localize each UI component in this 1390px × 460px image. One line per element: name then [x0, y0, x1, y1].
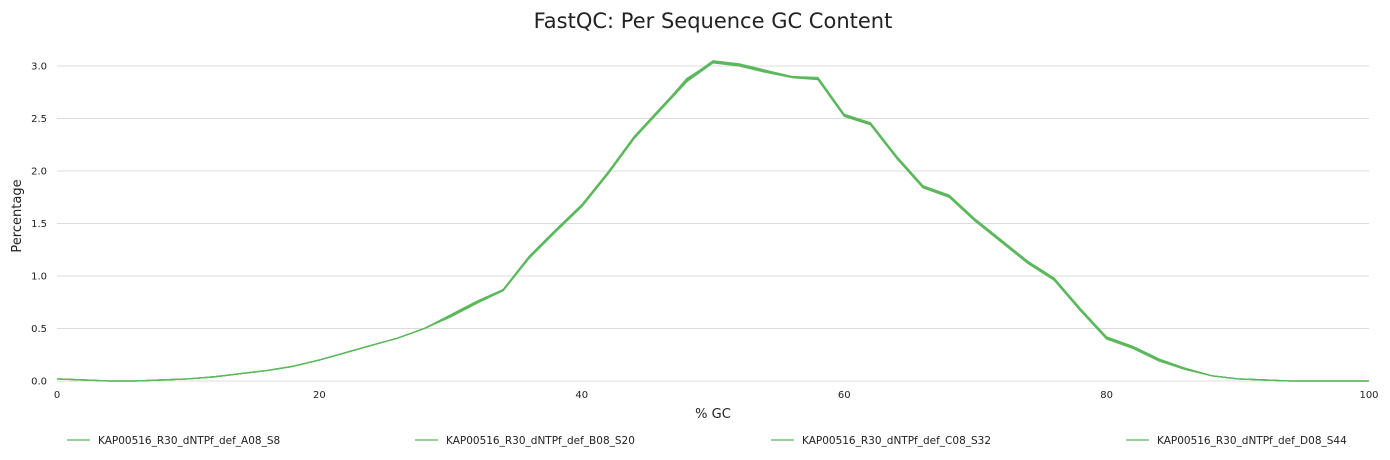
- legend-label: KAP00516_R30_dNTPf_def_B08_S20: [446, 435, 635, 447]
- series-line-4: [56, 61, 1369, 382]
- x-tick-label: 80: [1100, 390, 1113, 401]
- y-tick-label: 3.0: [31, 62, 47, 73]
- x-tick-label: 60: [838, 390, 851, 401]
- legend: KAP00516_R30_dNTPf_def_A08_S8 KAP00516_R3…: [67, 435, 1347, 447]
- series-lines: [56, 60, 1369, 382]
- x-tick-label: 0: [54, 390, 60, 401]
- legend-label: KAP00516_R30_dNTPf_def_D08_S44: [1157, 435, 1347, 447]
- x-axis-label: % GC: [695, 407, 731, 422]
- series-line-2: [56, 60, 1369, 382]
- series-line-3: [56, 62, 1369, 382]
- legend-label: KAP00516_R30_dNTPf_def_A08_S8: [98, 435, 280, 447]
- gridlines: [57, 65, 1369, 382]
- y-tick-label: 2.5: [31, 114, 47, 125]
- y-tick-label: 1.5: [31, 219, 47, 230]
- chart-title: FastQC: Per Sequence GC Content: [534, 9, 893, 33]
- y-axis-label: Percentage: [10, 179, 25, 252]
- x-tick-label: 40: [575, 390, 588, 401]
- legend-item[interactable]: KAP00516_R30_dNTPf_def_A08_S8: [67, 435, 280, 447]
- y-tick-label: 2.0: [31, 167, 47, 178]
- legend-item[interactable]: KAP00516_R30_dNTPf_def_C08_S32: [771, 435, 991, 447]
- y-tick-label: 1.0: [31, 272, 47, 283]
- legend-item[interactable]: KAP00516_R30_dNTPf_def_B08_S20: [415, 435, 635, 447]
- y-tick-label: 0.0: [31, 377, 47, 388]
- series-line-1: [56, 61, 1369, 382]
- legend-item[interactable]: KAP00516_R30_dNTPf_def_D08_S44: [1126, 435, 1347, 447]
- y-tick-label: 0.5: [31, 324, 47, 335]
- x-tick-label: 100: [1359, 390, 1378, 401]
- legend-label: KAP00516_R30_dNTPf_def_C08_S32: [802, 435, 991, 447]
- x-tick-label: 20: [313, 390, 326, 401]
- x-axis-ticks: 0 20 40 60 80 100: [54, 390, 1379, 401]
- y-axis-ticks: 0.0 0.5 1.0 1.5 2.0 2.5 3.0: [31, 62, 47, 388]
